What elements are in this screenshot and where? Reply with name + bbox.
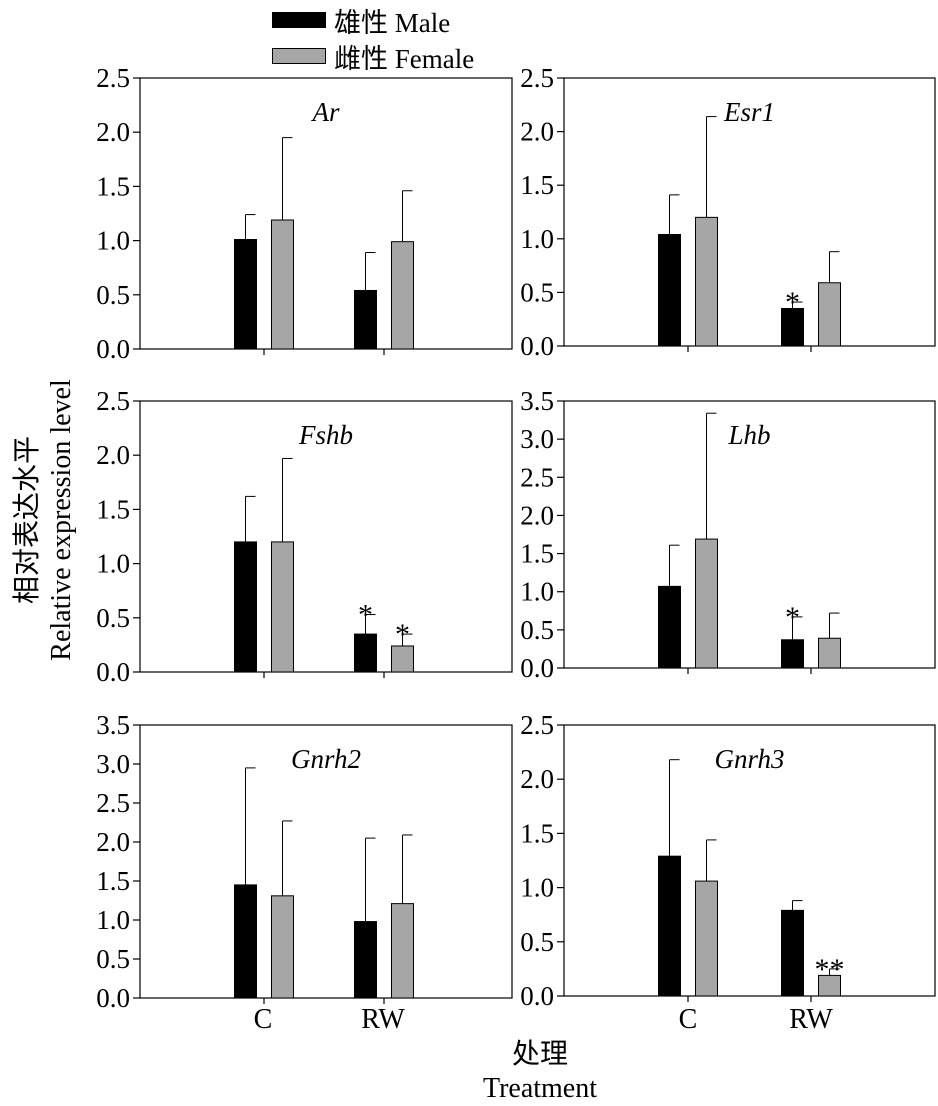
legend-item-male: 雄性 Male (272, 2, 474, 38)
bar-fshb-male (354, 633, 377, 673)
bar-fshb-female (391, 645, 414, 673)
bar-esr1-male (658, 234, 681, 347)
y-tick-label-esr1: 0.5 (520, 277, 554, 307)
x-axis-label: 处理 Treatment (400, 1038, 680, 1106)
legend: 雄性 Male 雌性 Female (272, 2, 474, 74)
bar-lhb-female (818, 637, 841, 669)
bar-ar-male (234, 239, 257, 350)
y-tick-label-gnrh3: 2.0 (520, 764, 554, 794)
chart-title-ar: Ar (311, 97, 340, 127)
y-tick-label-esr1: 2.0 (520, 117, 554, 147)
y-tick-label-esr1: 1.5 (520, 170, 554, 200)
y-tick-label-gnrh2: 1.5 (96, 866, 130, 896)
y-tick-label-lhb: 3.0 (520, 424, 554, 454)
bar-lhb-male (658, 585, 681, 669)
y-tick-label-ar: 2.0 (96, 117, 130, 147)
significance-label-lhb: * (785, 601, 800, 634)
y-tick-label-esr1: 1.0 (520, 224, 554, 254)
y-tick-label-gnrh2: 3.5 (96, 710, 130, 740)
significance-label-fshb: * (358, 599, 373, 632)
y-tick-label-ar: 1.0 (96, 226, 130, 256)
y-tick-label-lhb: 0.0 (520, 653, 554, 683)
bar-esr1-female (695, 216, 718, 347)
bar-gnrh2-male (234, 884, 257, 999)
bar-ar-female (391, 241, 414, 350)
y-tick-label-lhb: 2.0 (520, 500, 554, 530)
plot-frame-lhb (563, 400, 936, 669)
y-tick-label-gnrh2: 1.0 (96, 905, 130, 935)
y-tick-label-ar: 0.5 (96, 280, 130, 310)
bar-ar-female (271, 219, 294, 350)
legend-swatch-female (272, 48, 326, 64)
legend-swatch-male (272, 12, 326, 28)
bar-gnrh3-male (781, 909, 804, 997)
plot-frame-gnrh2 (139, 724, 513, 999)
x-category-rw-right: RW (789, 1004, 833, 1035)
y-tick-label-gnrh2: 0.5 (96, 944, 130, 974)
legend-label-male: 雄性 Male (334, 7, 451, 38)
bar-esr1-female (818, 282, 841, 347)
y-tick-label-gnrh2: 2.5 (96, 788, 130, 818)
y-tick-label-ar: 1.5 (96, 171, 130, 201)
y-tick-label-fshb: 1.5 (96, 494, 130, 524)
y-tick-label-esr1: 2.5 (520, 63, 554, 93)
y-tick-label-lhb: 0.5 (520, 615, 554, 645)
bar-fshb-female (271, 541, 294, 673)
x-axis-label-english: Treatment (482, 1073, 598, 1104)
chart-title-fshb: Fshb (298, 420, 353, 450)
legend-item-female: 雌性 Female (272, 38, 474, 74)
y-tick-label-gnrh3: 1.0 (520, 873, 554, 903)
y-tick-label-gnrh3: 1.5 (520, 818, 554, 848)
chart-title-gnrh3: Gnrh3 (714, 744, 784, 774)
plot-frame-gnrh3 (563, 724, 936, 997)
chart-title-gnrh2: Gnrh2 (291, 744, 361, 774)
x-category-c-right: C (678, 1004, 698, 1035)
bar-gnrh3-female (818, 974, 841, 997)
bar-fshb-male (234, 541, 257, 673)
y-tick-label-esr1: 0.0 (520, 331, 554, 361)
chart-title-esr1: Esr1 (723, 97, 775, 127)
y-tick-label-gnrh2: 3.0 (96, 749, 130, 779)
bar-gnrh2-female (271, 895, 294, 999)
significance-label-fshb: * (395, 618, 410, 651)
legend-label-female: 雌性 Female (334, 43, 475, 74)
y-tick-label-fshb: 0.5 (96, 603, 130, 633)
y-tick-label-fshb: 0.0 (96, 657, 130, 687)
y-tick-label-fshb: 1.0 (96, 549, 130, 579)
significance-label-esr1: * (785, 286, 800, 319)
bar-esr1-male (781, 307, 804, 347)
significance-label-gnrh3: ** (815, 953, 845, 986)
bar-gnrh2-female (391, 903, 414, 999)
y-tick-label-lhb: 3.5 (520, 386, 554, 416)
bar-gnrh3-male (658, 855, 681, 997)
y-tick-label-gnrh2: 0.0 (96, 983, 130, 1013)
y-tick-label-fshb: 2.5 (96, 386, 130, 416)
y-tick-label-fshb: 2.0 (96, 440, 130, 470)
bar-lhb-male (781, 639, 804, 669)
y-tick-label-lhb: 1.0 (520, 577, 554, 607)
plot-frame-ar (139, 77, 513, 350)
y-tick-label-gnrh3: 0.0 (520, 981, 554, 1011)
bar-gnrh3-female (695, 880, 718, 997)
x-category-rw-left: RW (361, 1004, 405, 1035)
y-tick-label-ar: 0.0 (96, 334, 130, 364)
y-tick-label-gnrh2: 2.0 (96, 827, 130, 857)
y-tick-label-gnrh3: 2.5 (520, 710, 554, 740)
y-tick-label-ar: 2.5 (96, 63, 130, 93)
x-axis-label-chinese: 处理 (511, 1039, 568, 1070)
plot-frame-esr1 (563, 77, 936, 347)
y-tick-label-lhb: 2.5 (520, 462, 554, 492)
chart-title-lhb: Lhb (727, 420, 770, 450)
y-tick-label-gnrh3: 0.5 (520, 927, 554, 957)
y-tick-label-lhb: 1.5 (520, 539, 554, 569)
plot-frame-fshb (139, 400, 513, 673)
bar-gnrh2-male (354, 921, 377, 999)
x-category-c-left: C (253, 1004, 273, 1035)
bar-ar-male (354, 289, 377, 350)
bar-lhb-female (695, 538, 718, 669)
